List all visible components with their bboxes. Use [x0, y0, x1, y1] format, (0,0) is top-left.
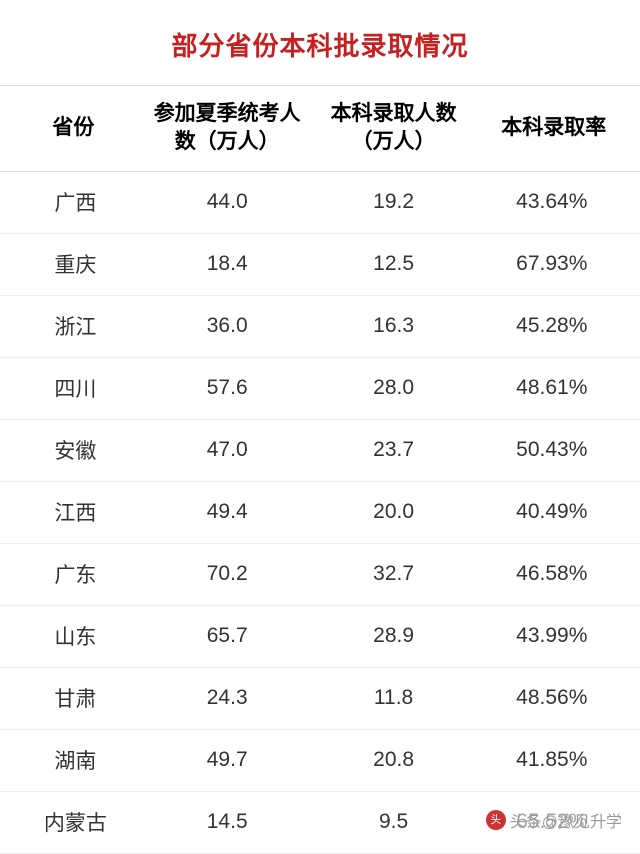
watermark-text: 头条@豫见升学: [510, 808, 622, 832]
table-cell: 湖南: [0, 729, 141, 791]
table-cell: 47.0: [141, 419, 314, 481]
table-cell: 19.2: [314, 171, 474, 233]
table-cell: 浙江: [0, 295, 141, 357]
admission-table: 省份 参加夏季统考人数（万人） 本科录取人数（万人） 本科录取率 广西44.01…: [0, 85, 640, 854]
table-row: 江西49.420.040.49%: [0, 481, 640, 543]
table-cell: 20.8: [314, 729, 474, 791]
table-cell: 28.9: [314, 605, 474, 667]
table-cell: 50.43%: [474, 419, 640, 481]
table-cell: 43.99%: [474, 605, 640, 667]
table-row: 湖南49.720.841.85%: [0, 729, 640, 791]
col-admitted: 本科录取人数（万人）: [314, 86, 474, 172]
toutiao-icon: 头条: [486, 810, 506, 830]
table-row: 安徽47.023.750.43%: [0, 419, 640, 481]
table-row: 甘肃24.311.848.56%: [0, 667, 640, 729]
table-cell: 28.0: [314, 357, 474, 419]
table-row: 广东70.232.746.58%: [0, 543, 640, 605]
table-cell: 安徽: [0, 419, 141, 481]
table-cell: 57.6: [141, 357, 314, 419]
table-cell: 20.0: [314, 481, 474, 543]
table-cell: 甘肃: [0, 667, 141, 729]
table-cell: 山东: [0, 605, 141, 667]
table-cell: 广东: [0, 543, 141, 605]
table-cell: 49.7: [141, 729, 314, 791]
table-cell: 48.61%: [474, 357, 640, 419]
table-cell: 16.3: [314, 295, 474, 357]
table-cell: 9.5: [314, 791, 474, 853]
table-row: 浙江36.016.345.28%: [0, 295, 640, 357]
table-row: 重庆18.412.567.93%: [0, 233, 640, 295]
table-header-row: 省份 参加夏季统考人数（万人） 本科录取人数（万人） 本科录取率: [0, 86, 640, 172]
table-cell: 45.28%: [474, 295, 640, 357]
col-examinees: 参加夏季统考人数（万人）: [141, 86, 314, 172]
col-province: 省份: [0, 86, 141, 172]
table-cell: 23.7: [314, 419, 474, 481]
table-cell: 67.93%: [474, 233, 640, 295]
table-cell: 江西: [0, 481, 141, 543]
table-cell: 48.56%: [474, 667, 640, 729]
table-cell: 70.2: [141, 543, 314, 605]
table-cell: 24.3: [141, 667, 314, 729]
table-cell: 40.49%: [474, 481, 640, 543]
watermark: 头条 头条@豫见升学: [482, 807, 626, 833]
table-cell: 36.0: [141, 295, 314, 357]
table-cell: 43.64%: [474, 171, 640, 233]
col-rate: 本科录取率: [474, 86, 640, 172]
table-cell: 44.0: [141, 171, 314, 233]
table-cell: 11.8: [314, 667, 474, 729]
table-row: 山东65.728.943.99%: [0, 605, 640, 667]
table-cell: 内蒙古: [0, 791, 141, 853]
table-cell: 18.4: [141, 233, 314, 295]
table-row: 广西44.019.243.64%: [0, 171, 640, 233]
table-row: 四川57.628.048.61%: [0, 357, 640, 419]
table-cell: 广西: [0, 171, 141, 233]
table-cell: 49.4: [141, 481, 314, 543]
table-cell: 32.7: [314, 543, 474, 605]
table-cell: 重庆: [0, 233, 141, 295]
table-cell: 14.5: [141, 791, 314, 853]
table-cell: 46.58%: [474, 543, 640, 605]
table-cell: 41.85%: [474, 729, 640, 791]
table-cell: 12.5: [314, 233, 474, 295]
table-cell: 四川: [0, 357, 141, 419]
page-title: 部分省份本科批录取情况: [0, 0, 640, 85]
table-cell: 65.7: [141, 605, 314, 667]
